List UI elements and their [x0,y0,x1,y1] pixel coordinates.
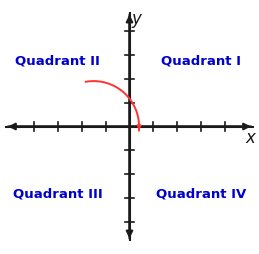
Text: x: x [245,129,255,147]
Text: Quadrant IV: Quadrant IV [156,187,246,200]
Text: Quadrant III: Quadrant III [13,187,103,200]
Text: y: y [132,10,142,28]
Text: Quadrant II: Quadrant II [15,54,100,67]
Text: Quadrant I: Quadrant I [161,54,241,67]
